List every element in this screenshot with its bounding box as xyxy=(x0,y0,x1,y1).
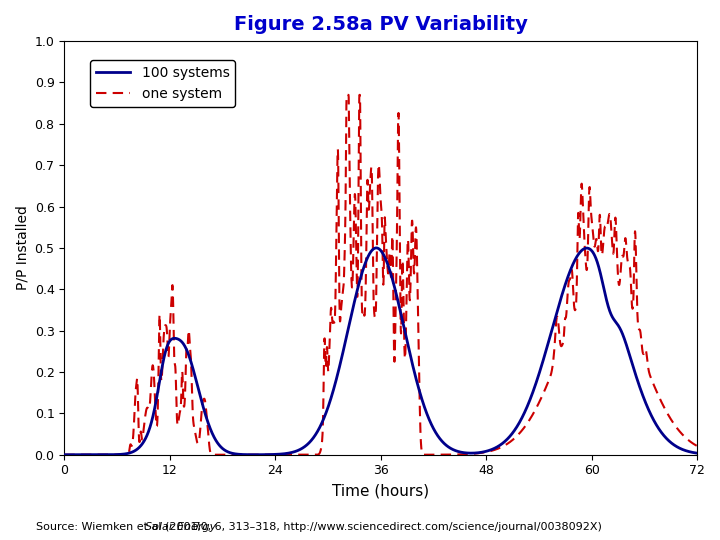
one system xyxy=(170,346,179,353)
one system xyxy=(680,434,689,440)
one system xyxy=(330,320,338,326)
Line: one system: one system xyxy=(64,95,697,455)
100 systems xyxy=(330,383,338,390)
100 systems xyxy=(680,447,689,454)
X-axis label: Time (hours): Time (hours) xyxy=(332,483,429,498)
100 systems xyxy=(60,451,68,458)
one system xyxy=(356,92,364,98)
100 systems xyxy=(372,245,381,251)
Legend: 100 systems, one system: 100 systems, one system xyxy=(90,60,235,106)
Text: 70, 6, 313–318, http://www.sciencedirect.com/science/journal/0038092X): 70, 6, 313–318, http://www.sciencedirect… xyxy=(189,522,601,532)
100 systems xyxy=(132,447,140,453)
100 systems xyxy=(693,450,701,456)
one system xyxy=(612,240,621,247)
Y-axis label: P/P Installed: P/P Installed xyxy=(15,206,29,291)
one system xyxy=(693,443,701,449)
one system xyxy=(60,451,68,458)
100 systems xyxy=(170,335,179,342)
100 systems xyxy=(612,320,621,327)
Title: Figure 2.58a PV Variability: Figure 2.58a PV Variability xyxy=(234,15,528,34)
100 systems xyxy=(302,442,311,448)
one system xyxy=(132,381,140,387)
one system xyxy=(302,451,311,458)
Text: Solar Energy: Solar Energy xyxy=(145,522,216,532)
Line: 100 systems: 100 systems xyxy=(64,248,697,455)
Text: Source: Wiemken et al (2001,: Source: Wiemken et al (2001, xyxy=(36,522,204,532)
